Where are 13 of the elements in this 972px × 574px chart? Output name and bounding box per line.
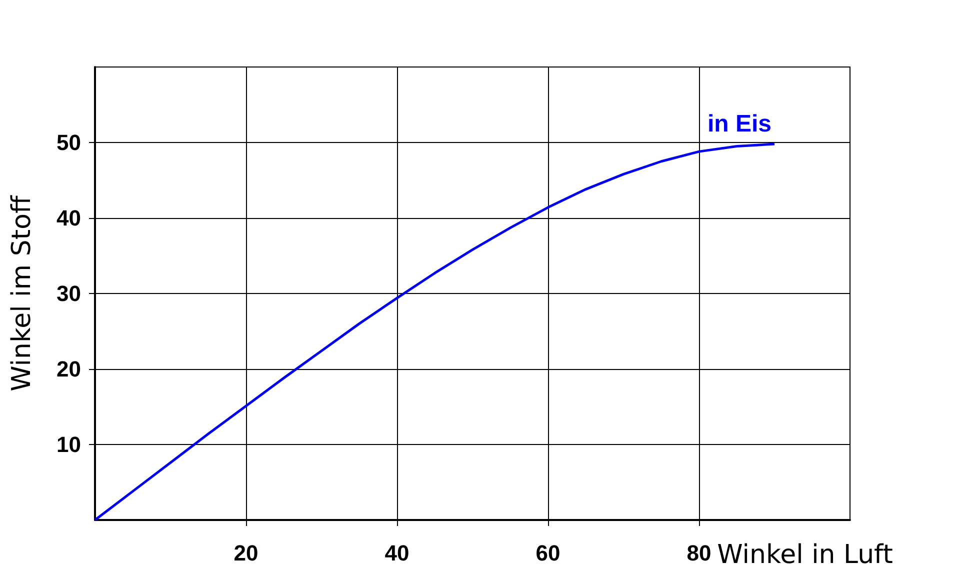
y-tick-label: 30	[56, 281, 81, 306]
x-tick-label: 60	[536, 540, 560, 566]
series-label: in Eis	[708, 110, 772, 138]
y-tick-label: 20	[56, 356, 81, 382]
y-tick-label: 10	[56, 432, 81, 457]
y-tick-label: 40	[56, 206, 81, 230]
y-axis-title: Winkel im Stoff	[7, 194, 37, 392]
y-tick-label: 50	[56, 130, 81, 155]
x-tick-label: 80	[686, 540, 712, 566]
x-tick-label: 20	[234, 540, 258, 566]
x-axis-title: Winkel in Luft	[717, 540, 893, 570]
line-series	[94, 142, 776, 522]
x-tick-label: 40	[384, 540, 410, 566]
